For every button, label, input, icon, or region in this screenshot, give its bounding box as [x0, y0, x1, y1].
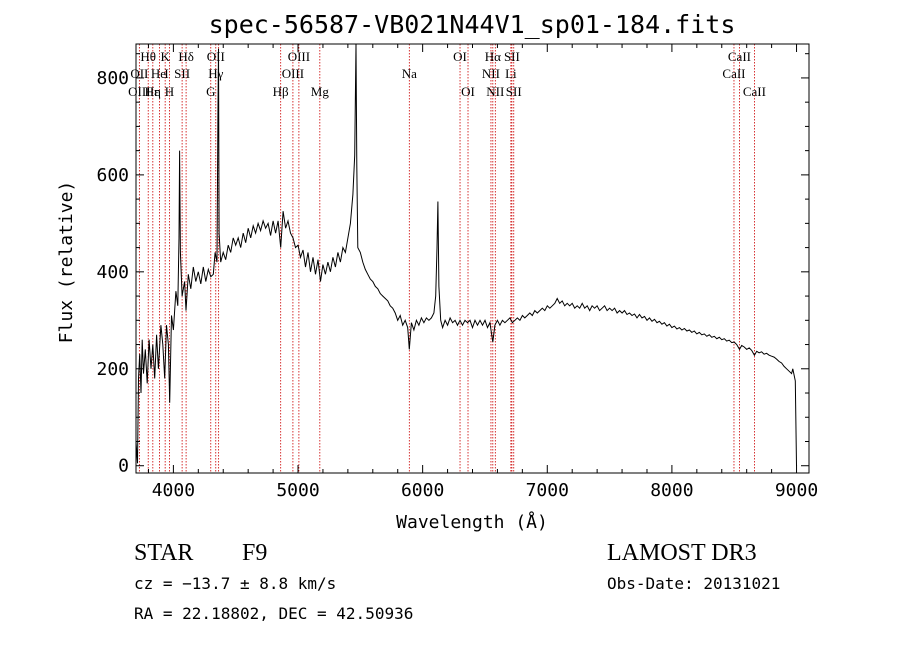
line-label-13: G [206, 84, 215, 99]
line-label-18: Na [402, 66, 417, 81]
line-label-9: SII [174, 66, 190, 81]
coordinates: RA = 22.18802, DEC = 42.50936 [134, 604, 413, 623]
line-label-5: He [151, 66, 166, 81]
x-axis-label: Wavelength (Å) [396, 511, 548, 533]
obs-date: Obs-Date: 20131021 [607, 574, 780, 593]
line-label-21: Hα [485, 49, 501, 64]
y-axis-ticks: 0 200 400 600 800 [96, 53, 809, 477]
line-label-26: SII [506, 84, 522, 99]
line-label-11: OII [207, 49, 225, 64]
x-tick-label-1: 5000 [276, 480, 319, 501]
line-label-25: NII [486, 84, 504, 99]
line-label-24: Li [505, 66, 517, 81]
line-label-17: Mg [311, 84, 330, 99]
line-label-6: K [160, 49, 170, 64]
line-label-29: CaII [743, 84, 766, 99]
x-tick-label-3: 7000 [526, 480, 569, 501]
line-label-12: Hγ [208, 66, 223, 81]
line-label-3: Hε [145, 84, 160, 99]
line-label-10: Hδ [178, 49, 194, 64]
x-axis-ticks: 4000 5000 6000 7000 8000 9000 [147, 44, 818, 501]
line-label-7: I [164, 66, 168, 81]
survey-name: LAMOST DR3 [607, 540, 757, 566]
y-tick-label-0: 0 [118, 456, 129, 477]
line-label-0: Hθ [140, 49, 156, 64]
spectrum-line [135, 43, 797, 466]
line-label-20: OI [461, 84, 475, 99]
line-label-1: OII [130, 66, 148, 81]
line-label-28: CaII [722, 66, 745, 81]
line-label-22: SII [504, 49, 520, 64]
y-tick-label-2: 400 [96, 262, 129, 283]
line-label-27: CaII [728, 49, 751, 64]
line-label-4: Hη [145, 84, 161, 99]
y-axis-label: Flux (relative) [56, 181, 77, 344]
redshift-info: cz = −13.7 ± 8.8 km/s [134, 574, 336, 593]
plot-frame [135, 43, 810, 474]
line-label-2: OIII [128, 84, 150, 99]
object-subclass: F9 [242, 540, 267, 566]
y-tick-label-4: 800 [96, 68, 129, 89]
x-tick-label-0: 4000 [152, 480, 195, 501]
x-tick-label-2: 6000 [401, 480, 444, 501]
line-markers [138, 44, 755, 473]
object-class: STAR [134, 540, 193, 566]
line-label-23: NII [482, 66, 500, 81]
x-tick-label-5: 9000 [775, 480, 818, 501]
line-label-14: OIII [288, 49, 310, 64]
line-label-16: Hβ [273, 84, 289, 99]
y-tick-label-1: 200 [96, 359, 129, 380]
line-label-19: OI [453, 49, 467, 64]
chart-title: spec-56587-VB021N44V1_sp01-184.fits [209, 10, 736, 39]
line-label-8: H [165, 84, 174, 99]
x-tick-label-4: 8000 [650, 480, 693, 501]
y-tick-label-3: 600 [96, 165, 129, 186]
line-label-15: OIII [282, 66, 304, 81]
